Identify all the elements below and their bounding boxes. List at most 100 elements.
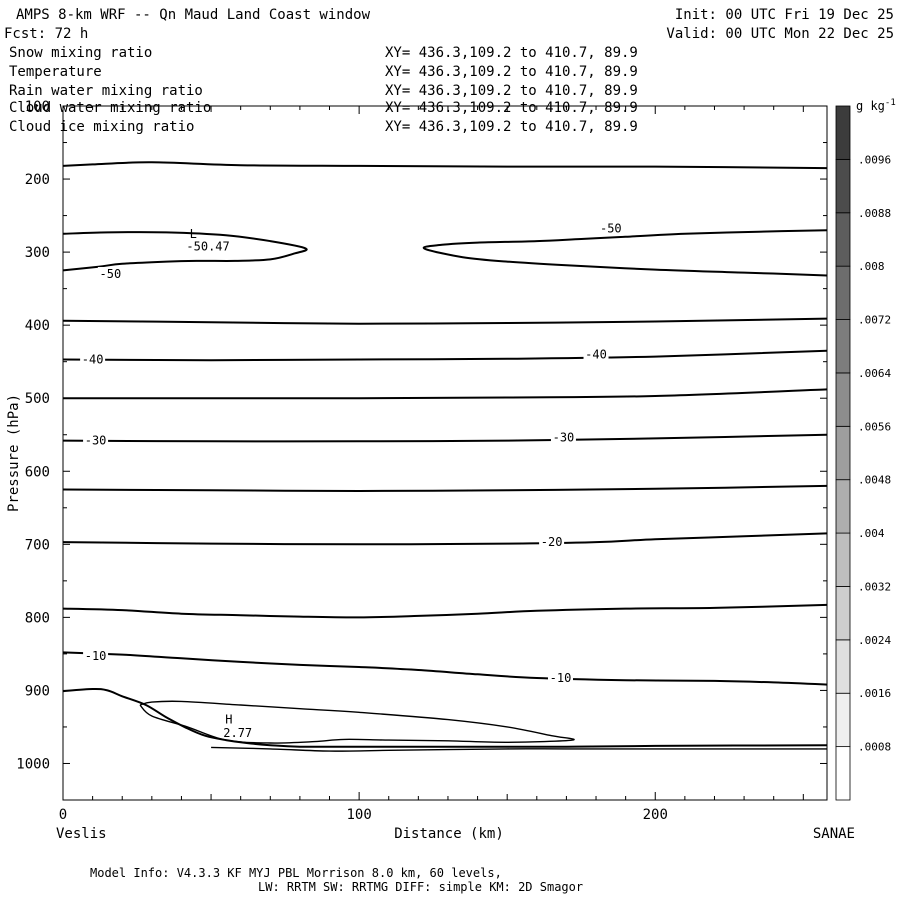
chart-title: AMPS 8-km WRF -- Qn Maud Land Coast wind… (16, 7, 371, 23)
contour-label-bg-5 (550, 430, 576, 445)
temperature-contour-2 (422, 229, 828, 277)
legend: Snow mixing ratio XY= 436.3,109.2 to 410… (9, 45, 638, 135)
y-tick-label-900: 900 (25, 683, 50, 699)
colorbar-tick-label-3: .0032 (858, 580, 891, 593)
contour-label-6: -20 (541, 535, 563, 549)
x-tick-label-100: 100 (346, 807, 371, 823)
legend-name-0: Snow mixing ratio (9, 45, 152, 61)
inversion-contour-1 (211, 746, 827, 752)
contour-label-bg-1 (598, 221, 624, 236)
temperature-contour-6 (62, 433, 828, 443)
colorbar-tick-label-7: .0064 (858, 367, 891, 380)
contour-label-5: -30 (553, 431, 575, 445)
contour-label-1: -50 (600, 222, 622, 236)
y-tick-label-800: 800 (25, 610, 50, 626)
colorbar-cell-1 (835, 692, 851, 748)
annotation-2: H (225, 713, 232, 727)
colorbar-cell-6 (835, 425, 851, 481)
contour-label-bg-3 (583, 347, 609, 362)
contour-label-bg-7 (83, 649, 109, 664)
y-tick-label-700: 700 (25, 537, 50, 553)
colorbar-cell-5 (835, 479, 851, 534)
colorbar-tick-label-5: .0048 (858, 474, 891, 487)
y-axis: 100 200 300 400 500 600 700 800 900 1000 (16, 99, 827, 801)
inversion-contour-0 (139, 700, 575, 744)
colorbar-tick-label-4: .004 (858, 527, 885, 540)
contour-label-bg-8 (547, 671, 573, 686)
colorbar-unit: g kg-1 (856, 98, 896, 113)
contour-label-4: -30 (85, 434, 107, 448)
colorbar-tick-label-2: .0024 (858, 634, 891, 647)
colorbar-cell-12 (835, 105, 851, 160)
y-tick-label-200: 200 (25, 172, 50, 188)
footer-line-1: Model Info: V4.3.3 KF MYJ PBL Morrison 8… (90, 866, 502, 880)
legend-xy-0: XY= 436.3,109.2 to 410.7, 89.9 (385, 45, 638, 61)
colorbar: .0008 .0016 .0024 .0032 .004 .0048 .0056 .0064.… (835, 105, 891, 801)
colorbar-tick-label-6: .0056 (858, 420, 891, 433)
x-axis-title: Distance (km) (394, 826, 504, 842)
colorbar-tick-label-9: .008 (858, 260, 885, 273)
y-axis-title: Pressure (hPa) (6, 394, 22, 512)
annotation-0: L (190, 227, 197, 241)
temperature-contour-5 (62, 388, 828, 400)
y-tick-label-500: 500 (25, 391, 50, 407)
legend-xy-2: XY= 436.3,109.2 to 410.7, 89.9 (385, 83, 638, 99)
contour-layer (62, 161, 828, 748)
legend-xy-3: XY= 436.3,109.2 to 410.7, 89.9 (385, 100, 638, 116)
colorbar-cell-8 (835, 319, 851, 374)
colorbar-cell-10 (835, 212, 851, 267)
x-end-label: SANAE (813, 826, 855, 842)
colorbar-tick-label-1: .0016 (858, 687, 891, 700)
x-tick-label-200: 200 (643, 807, 668, 823)
colorbar-cell-4 (835, 532, 851, 587)
y-tick-label-300: 300 (25, 245, 50, 261)
x-tick-label-0: 0 (59, 807, 67, 823)
inversion-layer (139, 700, 827, 752)
colorbar-tick-label-11: .0096 (858, 153, 891, 166)
contour-label-8: -10 (550, 671, 572, 685)
valid-time: Valid: 00 UTC Mon 22 Dec 25 (666, 26, 894, 42)
legend-name-3: Cloud water mixing ratio (9, 100, 211, 116)
x-axis: 0 100 200 (59, 106, 804, 823)
colorbar-cell-7 (835, 372, 851, 427)
contour-label-bg-0 (97, 267, 123, 282)
temperature-contour-8 (62, 532, 828, 546)
plot-frame (62, 105, 828, 801)
colorbar-cell-9 (835, 265, 851, 320)
contour-label-7: -10 (85, 649, 107, 663)
temperature-contour-0 (62, 161, 828, 170)
init-time: Init: 00 UTC Fri 19 Dec 25 (675, 7, 894, 23)
legend-name-2: Rain water mixing ratio (9, 83, 203, 99)
legend-xy-4: XY= 436.3,109.2 to 410.7, 89.9 (385, 119, 638, 135)
temperature-contour-9 (62, 603, 828, 619)
colorbar-cell-2 (835, 639, 851, 694)
temperature-contour-1 (62, 231, 308, 272)
temperature-contour-7 (62, 484, 828, 493)
x-start-label: Veslis (56, 826, 107, 842)
colorbar-tick-label-10: .0088 (858, 207, 891, 220)
annotations: L-50.47 H2.77 (186, 227, 252, 740)
forecast-hour: Fcst: 72 h (4, 26, 88, 42)
y-tick-label-1000: 1000 (16, 756, 50, 772)
y-tick-label-600: 600 (25, 464, 50, 480)
colorbar-tick-label-0: .0008 (858, 741, 891, 754)
annotation-3: 2.77 (223, 726, 252, 740)
legend-name-1: Temperature (9, 64, 102, 80)
contour-label-bg-2 (80, 352, 106, 367)
y-tick-label-100: 100 (25, 99, 50, 115)
contour-label-bg-4 (83, 433, 109, 448)
temperature-contour-11 (62, 687, 828, 748)
colorbar-tick-label-8: .0072 (858, 314, 891, 327)
contour-label-0: -50 (100, 267, 122, 281)
footer-line-2: LW: RRTM SW: RRTMG DIFF: simple KM: 2D S… (258, 880, 583, 894)
temperature-contour-3 (62, 317, 828, 325)
colorbar-cell-11 (835, 158, 851, 214)
legend-name-4: Cloud ice mixing ratio (9, 119, 194, 135)
temperature-contour-4 (62, 349, 828, 362)
temperature-contour-10 (62, 651, 828, 686)
contour-labels: -50 -50 -40 -40 -30 -30 -20 -10 -10 (80, 221, 624, 686)
annotation-1: -50.47 (186, 239, 229, 253)
contour-label-3: -40 (585, 347, 607, 361)
